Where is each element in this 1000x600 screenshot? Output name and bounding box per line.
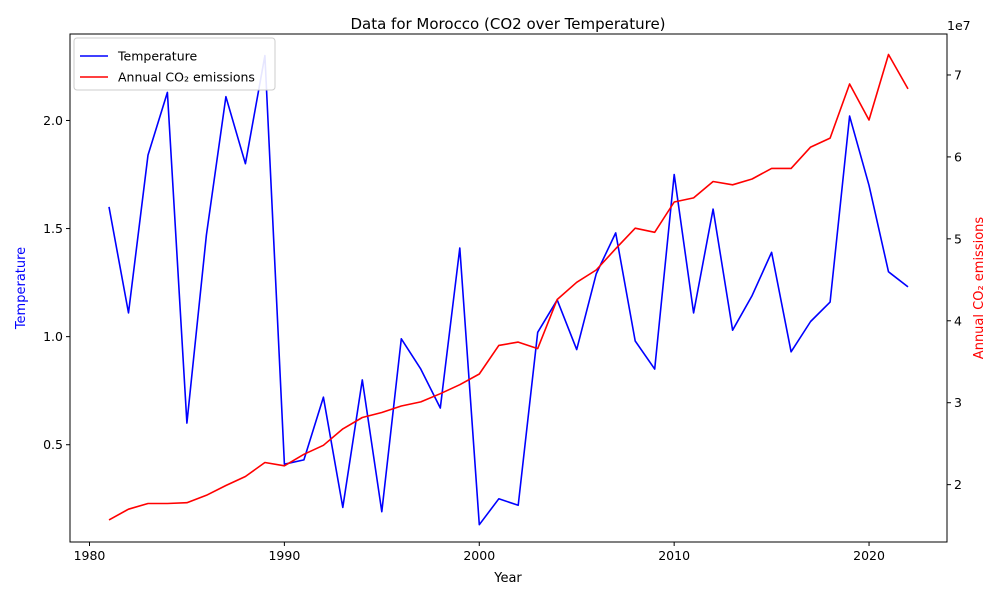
x-tick-label: 2010: [658, 548, 690, 563]
y-left-tick-label: 2.0: [43, 113, 63, 128]
plot-frame: [69, 33, 948, 543]
x-tick-label: 1990: [268, 548, 300, 563]
y-right-tick-label: 2: [954, 477, 962, 492]
y-axis-right-multiplier: 1e7: [947, 18, 971, 33]
legend-label: Temperature: [117, 49, 197, 64]
y-axis-right-label: Annual CO₂ emissions: [972, 217, 987, 360]
x-axis-label: Year: [493, 571, 522, 586]
y-right-tick-label: 7: [954, 67, 962, 82]
y-right-tick-label: 3: [954, 395, 962, 410]
chart-title: Data for Morocco (CO2 over Temperature): [350, 15, 665, 33]
x-tick-label: 2000: [463, 548, 495, 563]
series-line-temperature: [108, 54, 909, 526]
y-right-tick-label: 5: [954, 231, 962, 246]
x-tick-label: 1980: [74, 548, 106, 563]
y-axis-right: 2 3 4 5 6 7: [947, 67, 962, 492]
y-right-tick-label: 6: [954, 149, 962, 164]
y-axis-left-label: Temperature: [14, 247, 29, 330]
legend-box: [73, 37, 276, 91]
y-left-tick-label: 0.5: [43, 437, 63, 452]
y-left-tick-label: 1.0: [43, 329, 63, 344]
legend: Temperature Annual CO₂ emissions: [73, 37, 276, 91]
legend-label: Annual CO₂ emissions: [118, 70, 255, 85]
y-right-tick-label: 4: [954, 313, 962, 328]
x-tick-label: 2020: [853, 548, 885, 563]
y-axis-left: 0.5 1.0 1.5 2.0: [43, 113, 70, 452]
series-line-co2: [108, 53, 909, 521]
series-layer: [108, 53, 909, 526]
x-axis: 1980 1990 2000 2010 2020: [74, 542, 885, 563]
y-left-tick-label: 1.5: [43, 221, 63, 236]
